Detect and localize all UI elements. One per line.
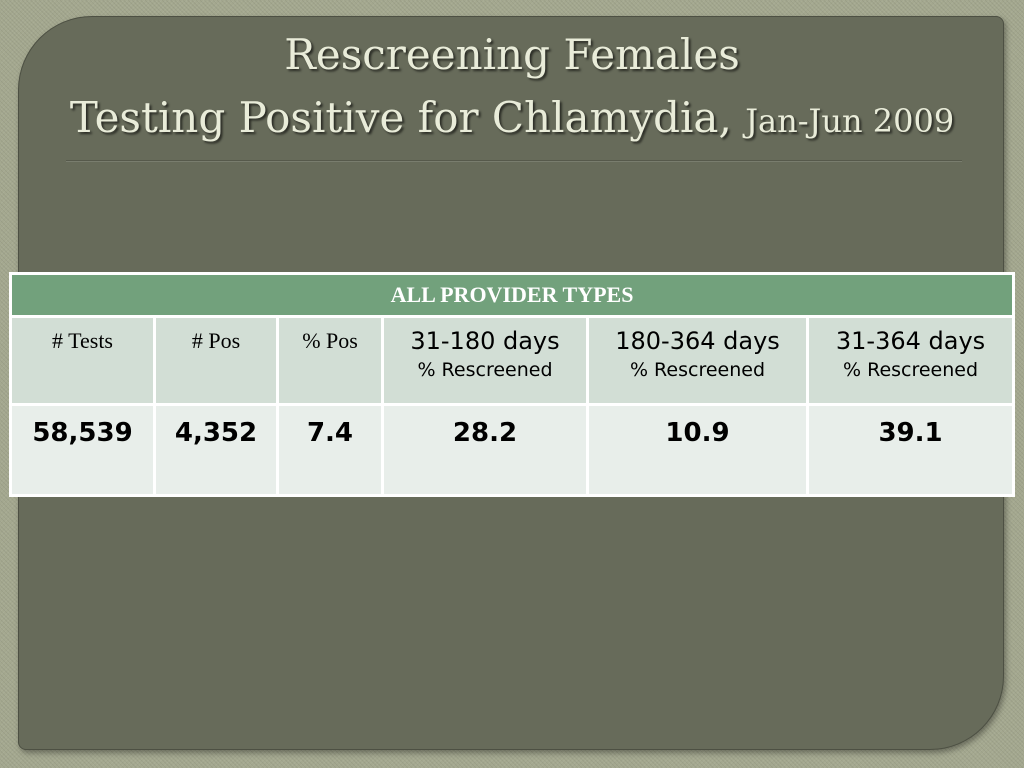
header-pos: # Pos	[153, 315, 279, 406]
slide-title-line-2: Testing Positive for Chlamydia, Jan-Jun …	[0, 90, 1024, 149]
table-banner-row: ALL PROVIDER TYPES	[8, 272, 1016, 318]
header-range-31-364-sub: % Rescreened	[843, 359, 979, 381]
header-range-31-180: 31-180 days % Rescreened	[381, 315, 589, 406]
value-pct-pos: 7.4	[276, 403, 384, 497]
title-line-1-text: Rescreening Females	[284, 30, 740, 79]
header-tests: # Tests	[9, 315, 156, 406]
header-range-180-364-days: 180-364 days	[615, 327, 780, 355]
header-range-31-364: 31-364 days % Rescreened	[805, 315, 1016, 406]
title-line-2-text: Testing Positive for Chlamydia,	[69, 93, 732, 142]
value-range-180-364: 10.9	[586, 403, 809, 497]
value-range-31-180: 28.2	[381, 403, 589, 497]
title-divider	[66, 160, 962, 161]
value-range-31-364: 39.1	[805, 403, 1016, 497]
table-row: 58,539 4,352 7.4 28.2 10.9 39.1	[9, 403, 1016, 497]
slide-title-line-1: Rescreening Females	[0, 28, 1024, 82]
header-pct-pos: % Pos	[276, 315, 384, 406]
title-date-range: Jan-Jun 2009	[745, 102, 955, 140]
header-range-31-180-days: 31-180 days	[410, 327, 560, 355]
value-pos: 4,352	[153, 403, 279, 497]
header-range-31-180-sub: % Rescreened	[417, 359, 553, 381]
table-header-row: # Tests # Pos % Pos 31-180 days % Rescre…	[9, 315, 1016, 406]
table-banner: ALL PROVIDER TYPES	[8, 272, 1016, 318]
header-range-31-364-days: 31-364 days	[835, 327, 986, 355]
header-range-180-364-sub: % Rescreened	[629, 359, 766, 381]
header-range-180-364: 180-364 days % Rescreened	[586, 315, 809, 406]
rescreening-table: ALL PROVIDER TYPES # Tests # Pos % Pos 3…	[8, 272, 1016, 497]
value-tests: 58,539	[9, 403, 156, 497]
